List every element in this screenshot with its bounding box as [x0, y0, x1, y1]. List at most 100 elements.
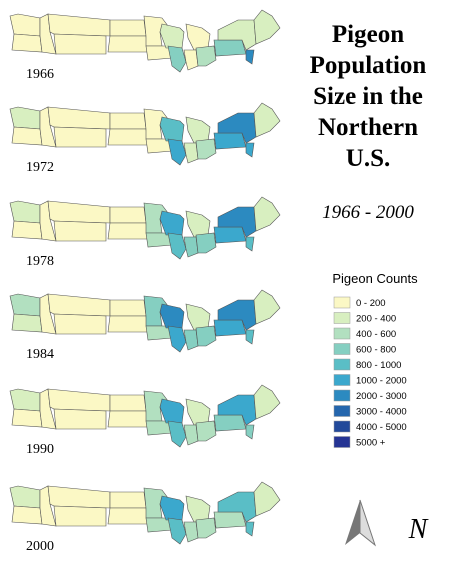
state [195, 420, 217, 442]
state [109, 394, 147, 412]
legend-label: 3000 - 4000 [356, 407, 407, 418]
map-panel [9, 9, 281, 73]
map-panel [9, 196, 281, 260]
state [109, 299, 147, 317]
state [213, 39, 247, 57]
subtitle: 1966 - 2000 [322, 202, 414, 223]
legend-label: 200 - 400 [356, 314, 396, 325]
state [183, 142, 199, 164]
state [107, 410, 149, 428]
state [213, 226, 247, 244]
state [217, 491, 257, 523]
legend-swatch [333, 296, 351, 309]
state [9, 200, 41, 224]
state [167, 45, 187, 73]
state [109, 491, 147, 509]
state [143, 15, 169, 47]
state [109, 112, 147, 130]
state [183, 236, 199, 258]
legend-label: 4000 - 5000 [356, 422, 407, 433]
year-label: 1972 [26, 160, 54, 175]
legend-label: 5000 + [356, 438, 386, 449]
state [11, 313, 43, 333]
map-panel [9, 289, 281, 353]
state [9, 293, 41, 317]
legend-swatch [333, 358, 351, 371]
arrow-left [345, 500, 360, 545]
state [53, 126, 107, 148]
year-label: 1990 [26, 442, 54, 457]
state [53, 220, 107, 242]
state [245, 236, 255, 252]
legend-label: 400 - 600 [356, 329, 396, 340]
title-line: Size in the [313, 83, 423, 110]
state [143, 295, 169, 327]
legend-swatch [333, 312, 351, 324]
map-panel [9, 102, 281, 166]
state [167, 325, 187, 353]
state [195, 517, 217, 539]
legend-label: 2000 - 3000 [356, 391, 407, 402]
state [245, 142, 255, 158]
state [143, 202, 169, 234]
title-line: U.S. [346, 145, 390, 172]
legend-swatch [333, 436, 351, 448]
state [107, 35, 149, 53]
map-panel [9, 481, 281, 545]
state [167, 232, 187, 260]
state [183, 49, 199, 71]
state [11, 126, 43, 146]
state [143, 390, 169, 422]
legend-label: 800 - 1000 [356, 360, 401, 371]
state [217, 206, 257, 238]
state [217, 299, 257, 331]
legend-swatch [333, 327, 351, 340]
state [11, 33, 43, 53]
state [195, 45, 217, 67]
state [11, 505, 43, 525]
legend-swatch [333, 343, 351, 355]
year-label: 1966 [26, 67, 54, 82]
north-label: N [408, 514, 429, 545]
state [53, 505, 107, 527]
state [217, 112, 257, 144]
state [245, 521, 255, 537]
arrow-right [359, 499, 377, 547]
state [213, 132, 247, 150]
state [9, 388, 41, 412]
state [11, 220, 43, 240]
state [245, 329, 255, 345]
map-panel [9, 384, 281, 448]
legend-swatch [333, 389, 351, 402]
state [167, 517, 187, 545]
state [109, 19, 147, 37]
state [53, 313, 107, 335]
year-label: 2000 [26, 539, 54, 554]
year-label: 1984 [26, 347, 54, 362]
state [109, 206, 147, 224]
state [213, 319, 247, 337]
legend-swatch [333, 420, 351, 433]
state [217, 19, 257, 51]
state [9, 485, 41, 509]
state [143, 108, 169, 140]
state [183, 521, 199, 543]
state [213, 511, 247, 529]
state [245, 49, 255, 65]
state [217, 394, 257, 426]
state [253, 196, 281, 232]
state [53, 33, 107, 55]
state [11, 408, 43, 428]
state [245, 424, 255, 440]
state [253, 481, 281, 517]
state [183, 424, 199, 446]
legend-title: Pigeon Counts [332, 271, 418, 286]
legend-swatch [333, 374, 351, 386]
title-line: Population [310, 52, 427, 79]
state [143, 487, 169, 519]
legend-label: 600 - 800 [356, 345, 396, 356]
state [9, 106, 41, 130]
north-arrow [345, 499, 377, 547]
